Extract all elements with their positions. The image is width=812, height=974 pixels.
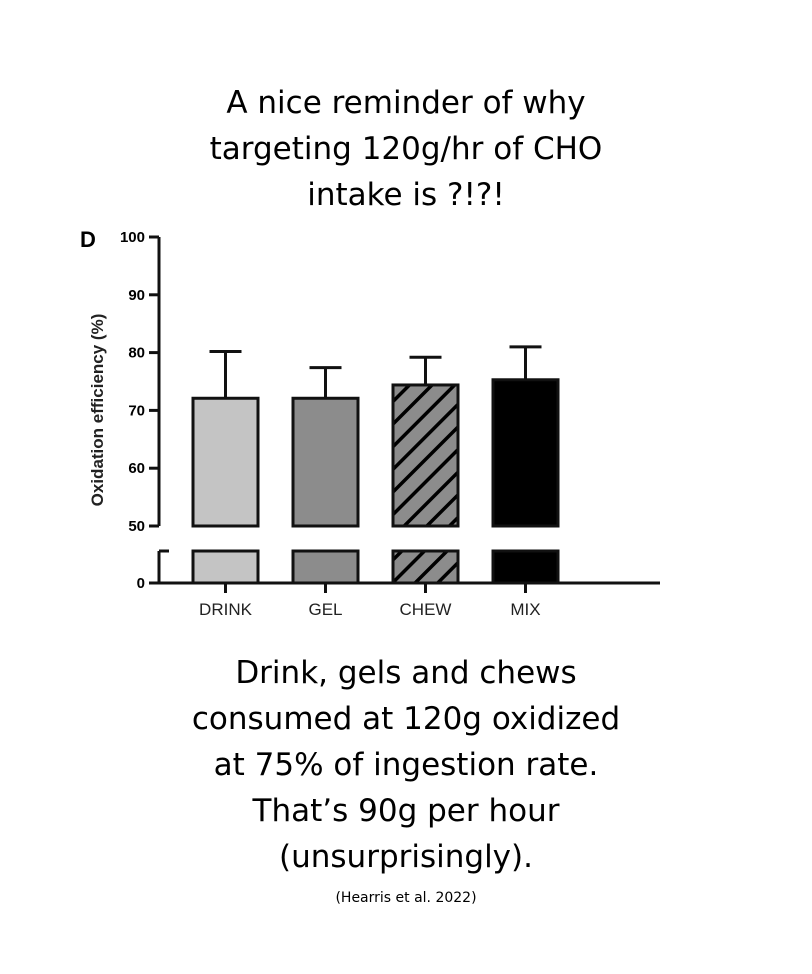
header-line: A nice reminder of why	[226, 85, 586, 121]
bar-mix-lower	[491, 549, 560, 585]
y-tick-label: 100	[120, 229, 145, 246]
axis-break-gap	[291, 528, 360, 549]
header-line: intake is ?!?!	[307, 177, 505, 213]
footer-line: at 75% of ingestion rate.	[213, 747, 599, 783]
x-tick-label: CHEW	[400, 600, 452, 619]
bar-gel-upper	[291, 396, 360, 528]
bar-drink-upper	[191, 396, 260, 528]
footer-line: That’s 90g per hour	[252, 793, 560, 829]
x-tick-label: MIX	[510, 600, 540, 619]
bar-chew-lower	[391, 549, 460, 585]
footer-line: consumed at 120g oxidized	[191, 701, 621, 737]
bar-mix-upper	[491, 378, 560, 528]
footer-line: Drink, gels and chews	[235, 655, 577, 691]
header-text: A nice reminder of why targeting 120g/hr…	[0, 80, 812, 218]
bar-gel-lower	[291, 549, 360, 585]
y-tick-label: 80	[128, 345, 145, 362]
axis-break-gap	[491, 528, 560, 549]
y-tick-label: 0	[137, 575, 145, 592]
y-axis-label: Oxidation efficiency (%)	[88, 314, 107, 507]
y-tick-label: 90	[128, 287, 145, 304]
x-tick-label: GEL	[308, 600, 342, 619]
y-tick-label: 60	[128, 460, 145, 477]
citation: (Hearris et al. 2022)	[335, 890, 477, 906]
axis-break-gap	[391, 528, 460, 549]
header-line: targeting 120g/hr of CHO	[209, 131, 603, 167]
footer-text: Drink, gels and chews consumed at 120g o…	[0, 650, 812, 880]
y-tick-label: 50	[128, 518, 145, 535]
panel-label: D	[80, 227, 96, 252]
bar-drink-lower	[191, 549, 260, 585]
y-tick-label: 70	[128, 402, 145, 419]
axis-break-gap	[191, 528, 260, 549]
footer-line: (unsurprisingly).	[279, 839, 533, 875]
bar-chew-upper	[391, 383, 460, 528]
x-tick-label: DRINK	[199, 600, 253, 619]
